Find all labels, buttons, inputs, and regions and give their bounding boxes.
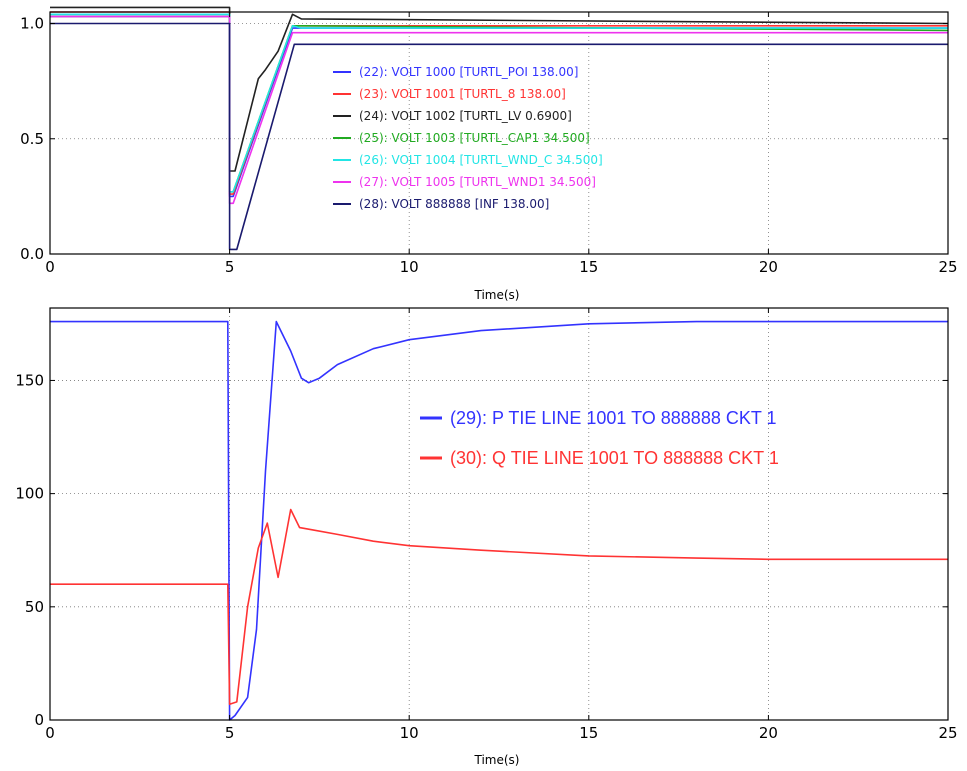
voltage-xtick-label: 25: [938, 258, 957, 276]
tie-line-ytick-label: 100: [15, 485, 44, 503]
tie-line-xtick-label: 0: [45, 724, 55, 742]
voltage-series-line-1: [50, 13, 948, 198]
tie-line-ytick-label: 50: [25, 598, 44, 616]
tie-line-legend: (29): P TIE LINE 1001 TO 888888 CKT 1 (30…: [420, 408, 779, 468]
tie-line-legend-label: (29): P TIE LINE 1001 TO 888888 CKT 1: [450, 408, 777, 428]
tie-line-power-chart-xlabel: Time(s): [474, 753, 520, 767]
tie-line-ytick-label: 0: [34, 711, 44, 729]
tie-line-xtick-label: 5: [225, 724, 235, 742]
voltage-ytick-label: 0.0: [20, 245, 44, 263]
tie-line-power-chart-frame: [49, 307, 949, 721]
tie-line-ytick-label: 150: [15, 371, 44, 389]
voltage-xtick-label: 5: [225, 258, 235, 276]
tie-line-series-line-2: [50, 508, 948, 706]
tie-line-xtick-label: 25: [938, 724, 957, 742]
voltage-legend-label: (25): VOLT 1003 [TURTL_CAP1 34.500]: [359, 131, 590, 145]
voltage-ytick-label: 1.0: [20, 15, 44, 33]
tie-line-xtick-label: 20: [759, 724, 778, 742]
tie-line-xtick-label: 10: [400, 724, 419, 742]
voltage-series-line-7: [50, 22, 948, 251]
voltage-legend-label: (23): VOLT 1001 [TURTL_8 138.00]: [359, 87, 566, 101]
tie-line-power-chart: Time(s) 0 5 10 15 20 25 0 50 100 150 (29): P TIE L…: [15, 307, 958, 767]
voltage-chart: Time(s) 0 5 10 15 20 25 0.0 0.5 1.0 (22): VOLT 10…: [20, 6, 958, 302]
voltage-legend: (22): VOLT 1000 [TURTL_POI 138.00] (23): …: [333, 65, 603, 211]
voltage-xtick-label: 20: [759, 258, 778, 276]
voltage-xtick-label: 0: [45, 258, 55, 276]
voltage-ytick-label: 0.5: [20, 130, 44, 148]
voltage-legend-label: (22): VOLT 1000 [TURTL_POI 138.00]: [359, 65, 578, 79]
voltage-legend-label: (24): VOLT 1002 [TURTL_LV 0.6900]: [359, 109, 572, 123]
voltage-chart-xlabel: Time(s): [474, 288, 520, 302]
tie-line-xtick-label: 15: [579, 724, 598, 742]
tie-line-series-line-1: [50, 320, 948, 721]
voltage-legend-label: (27): VOLT 1005 [TURTL_WND1 34.500]: [359, 175, 596, 189]
voltage-legend-label: (26): VOLT 1004 [TURTL_WND_C 34.500]: [359, 153, 603, 167]
voltage-chart-frame: [49, 11, 949, 255]
voltage-xtick-label: 15: [579, 258, 598, 276]
tie-line-legend-label: (30): Q TIE LINE 1001 TO 888888 CKT 1: [450, 448, 779, 468]
voltage-legend-label: (28): VOLT 888888 [INF 138.00]: [359, 197, 549, 211]
voltage-xtick-label: 10: [400, 258, 419, 276]
